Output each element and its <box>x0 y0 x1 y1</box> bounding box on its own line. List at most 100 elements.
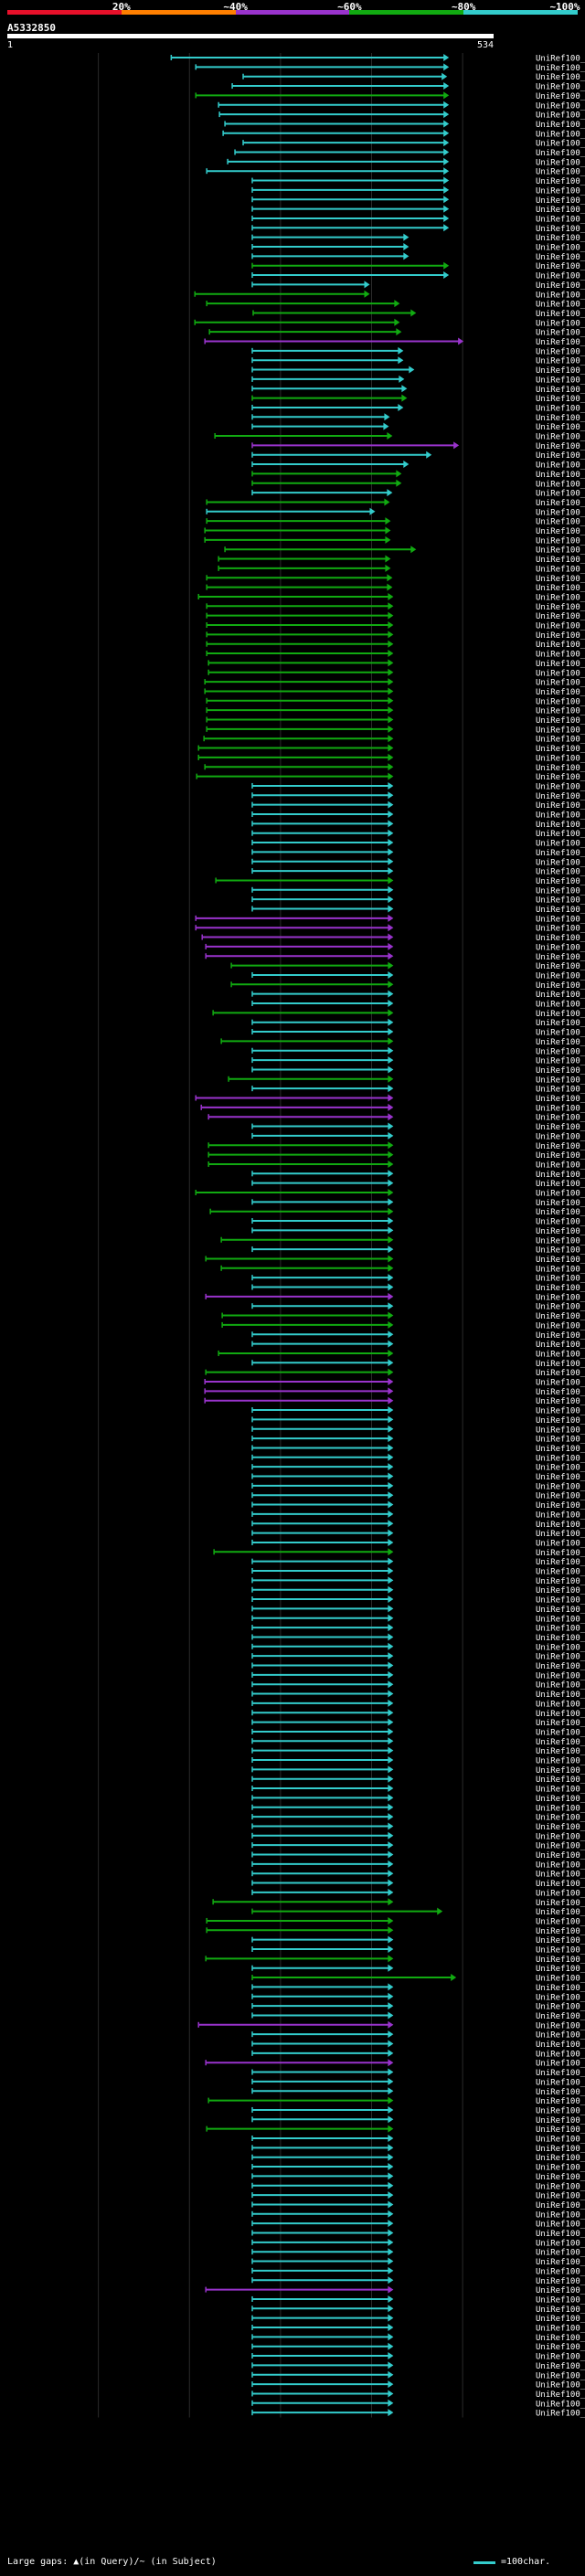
hit-label[interactable]: UniRef100_B9IMW9 <box>536 1029 585 1038</box>
hit-label[interactable]: UniRef100_B9GQX4 <box>536 1114 585 1123</box>
hit-label[interactable]: UniRef100_Q0PSM7 <box>536 1662 585 1671</box>
hit-label[interactable]: UniRef100_Q8S3X8 <box>536 1454 585 1463</box>
hit-label[interactable]: UniRef100_A7PGY0 <box>536 2106 585 2115</box>
hit-label[interactable]: UniRef100_A1RND5 <box>536 1558 585 1567</box>
hit-label[interactable]: UniRef100_Q41869 <box>536 1625 585 1634</box>
hit-label[interactable]: UniRef100_A5Z7I4 <box>536 1832 585 1841</box>
hit-label[interactable]: UniRef100_B9GMF8 <box>536 2041 585 2050</box>
hit-label[interactable]: UniRef100_B9EYZ5 <box>536 1501 585 1511</box>
hit-label[interactable]: UniRef100_Q69J82 <box>536 2410 585 2419</box>
hit-label[interactable]: UniRef100_B9P8S4 <box>536 1738 585 1747</box>
hit-label[interactable]: UniRef100_A5HEN6 <box>536 934 585 943</box>
hit-label[interactable]: UniRef100_B9Z8L8 <box>536 461 585 471</box>
hit-label[interactable]: UniRef100_A5YJP2 <box>536 2400 585 2409</box>
hit-label[interactable]: UniRef100_Q8H268 <box>536 2173 585 2182</box>
hit-label[interactable]: UniRef100_A4Q920 <box>536 1076 585 1085</box>
hit-label[interactable]: UniRef100_B8LPF5 <box>536 2050 585 2059</box>
hit-label[interactable]: UniRef100_B9T8B7 <box>536 2315 585 2324</box>
hit-label[interactable]: UniRef100_B5TYG7 <box>536 1369 585 1378</box>
hit-label[interactable]: UniRef100_A6NVI6 <box>536 2381 585 2390</box>
hit-label[interactable]: UniRef100_A2WN54 <box>536 357 585 366</box>
hit-label[interactable]: UniRef100_B8LNW4 <box>536 1946 585 1956</box>
hit-label[interactable]: UniRef100_B9G2S7 <box>536 1350 585 1359</box>
hit-label[interactable]: UniRef100_Q04RD1 <box>536 92 585 101</box>
hit-label[interactable]: UniRef100_Q4QRX7 <box>536 584 585 593</box>
hit-label[interactable]: UniRef100_A5BS49 <box>536 1397 585 1406</box>
hit-label[interactable]: UniRef100_Q2PHX0 <box>536 1653 585 1662</box>
hit-label[interactable]: UniRef100_Q7F3D6 <box>536 1473 585 1482</box>
hit-label[interactable]: UniRef100_B8LMU6 <box>536 877 585 886</box>
hit-label[interactable]: UniRef100_A5BXD4 <box>536 366 585 376</box>
hit-label[interactable]: UniRef100_Q3T8J3 <box>536 821 585 830</box>
hit-label[interactable]: UniRef100_Q2V444 <box>536 149 585 158</box>
hit-label[interactable]: UniRef100_C5XP42 <box>536 262 585 271</box>
hit-label[interactable]: UniRef100_A5BXB4 <box>536 1993 585 2002</box>
hit-label[interactable]: UniRef100_B5TYH0 <box>536 631 585 641</box>
hit-label[interactable]: UniRef100_B8LRL3 <box>536 1038 585 1047</box>
hit-label[interactable]: UniRef100_Q52M23 <box>536 575 585 584</box>
hit-label[interactable]: UniRef100_Q84L54 <box>536 991 585 1000</box>
hit-label[interactable]: UniRef100_A7P4S6 <box>536 1984 585 1993</box>
hit-label[interactable]: UniRef100_A7NL18 <box>536 716 585 726</box>
hit-label[interactable]: UniRef100_B5TYS8 <box>536 1161 585 1170</box>
hit-label[interactable]: UniRef100_UP1000 <box>536 386 585 395</box>
hit-label[interactable]: UniRef100_A1RND4 <box>536 886 585 896</box>
hit-label[interactable]: UniRef100_Q8GV95 <box>536 55 585 64</box>
hit-label[interactable]: UniRef100_B7TX25 <box>536 480 585 489</box>
hit-label[interactable]: UniRef100_B3M493 <box>536 101 585 111</box>
hit-label[interactable]: UniRef100_Q0JG09 <box>536 962 585 971</box>
hit-label[interactable]: UniRef100_A4Q8T7 <box>536 2125 585 2135</box>
hit-label[interactable]: UniRef100_P16290 <box>536 1171 585 1180</box>
hit-label[interactable]: UniRef100_B1B5E7 <box>536 1965 585 1974</box>
hit-label[interactable]: UniRef100_B9HD12 <box>536 556 585 565</box>
hit-label[interactable]: UniRef100_Q2V2M9 <box>536 1199 585 1208</box>
hit-label[interactable]: UniRef100_C6TFX9 <box>536 1700 585 1709</box>
hit-label[interactable]: UniRef100_B9G0S5 <box>536 1786 585 1795</box>
hit-label[interactable]: UniRef100_Q2V3F6 <box>536 527 585 536</box>
hit-label[interactable]: UniRef100_A7P3J8 <box>536 1388 585 1397</box>
hit-label[interactable]: UniRef100_B5TYH1 <box>536 622 585 631</box>
hit-label[interactable]: UniRef100_Q49018 <box>536 536 585 546</box>
hit-label[interactable]: UniRef100_A0VPW6 <box>536 83 585 92</box>
hit-label[interactable]: UniRef100_Q3LNT5 <box>536 206 585 215</box>
hit-label[interactable]: UniRef100_Q8S0D6 <box>536 196 585 206</box>
hit-label[interactable]: UniRef100_B9IEA0 <box>536 1095 585 1104</box>
hit-label[interactable]: UniRef100_B9N0K0 <box>536 414 585 423</box>
hit-label[interactable]: UniRef100_A4GZ13 <box>536 943 585 952</box>
hit-label[interactable]: UniRef100_B9HM79 <box>536 2343 585 2352</box>
hit-label[interactable]: UniRef100_A2ZYM2 <box>536 253 585 262</box>
hit-label[interactable]: UniRef100_B9IXE3 <box>536 697 585 706</box>
hit-label[interactable]: UniRef100_Q0E309 <box>536 840 585 849</box>
hit-label[interactable]: UniRef100_Q01ENO <box>536 442 585 451</box>
hit-label[interactable]: UniRef100_B7TK26 <box>536 471 585 480</box>
hit-label[interactable]: UniRef100_B6U4D0 <box>536 1814 585 1823</box>
hit-label[interactable]: UniRef100_A5YB72 <box>536 130 585 139</box>
hit-label[interactable]: UniRef100_A7P4T3 <box>536 319 585 328</box>
hit-label[interactable]: UniRef100_A5BD42 <box>536 281 585 291</box>
hit-label[interactable]: UniRef100_B9GKV1 <box>536 338 585 347</box>
hit-label[interactable]: UniRef100_B9H191 <box>536 2353 585 2362</box>
hit-label[interactable]: UniRef100_B9I0G6 <box>536 915 585 924</box>
hit-label[interactable]: UniRef100_Q6MI57 <box>536 186 585 196</box>
hit-label[interactable]: UniRef100_B9G0U6 <box>536 1776 585 1785</box>
hit-label[interactable]: UniRef100_B9I5W6 <box>536 1747 585 1756</box>
hit-label[interactable]: UniRef100_B5TYH8 <box>536 745 585 754</box>
hit-label[interactable]: UniRef100_A7Y3I9 <box>536 679 585 688</box>
hit-label[interactable]: UniRef100_C5XYE6 <box>536 2012 585 2021</box>
hit-label[interactable]: UniRef100_Q94FZ0 <box>536 1312 585 1321</box>
hit-label[interactable]: UniRef100_B9HAD3 <box>536 1766 585 1776</box>
hit-label[interactable]: UniRef100_Q3T8J5 <box>536 811 585 821</box>
hit-label[interactable]: UniRef100_C5Z6C2 <box>536 1482 585 1491</box>
hit-label[interactable]: UniRef100_Q93X39 <box>536 1445 585 1454</box>
hit-label[interactable]: UniRef100_B9SIB0 <box>536 1719 585 1728</box>
hit-label[interactable]: UniRef100_A4Q217 <box>536 1284 585 1293</box>
hit-label[interactable]: UniRef100_A5BCZ4 <box>536 1275 585 1284</box>
hit-label[interactable]: UniRef100_B9NH03 <box>536 868 585 877</box>
hit-label[interactable]: UniRef100_B9N984 <box>536 73 585 82</box>
hit-label[interactable]: UniRef100_B9HD14 <box>536 1331 585 1341</box>
hit-label[interactable]: UniRef100_C6T8H3 <box>536 2277 585 2286</box>
hit-label[interactable]: UniRef100_A6LMU0 <box>536 641 585 650</box>
hit-label[interactable]: UniRef100_B9EY37 <box>536 225 585 234</box>
hit-label[interactable]: UniRef100_B9SSZ2 <box>536 1132 585 1141</box>
hit-label[interactable]: UniRef100_Q2F9T7 <box>536 1047 585 1056</box>
